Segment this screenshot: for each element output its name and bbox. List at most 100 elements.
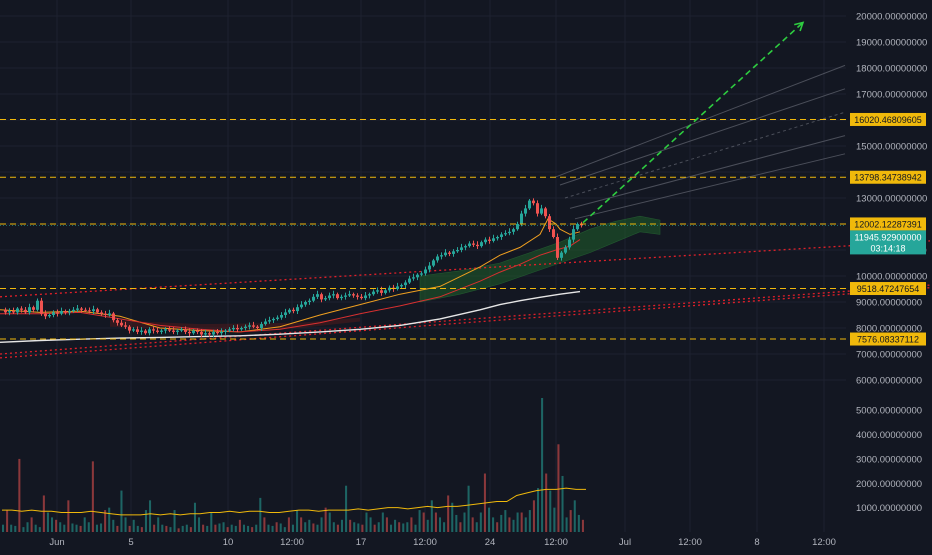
candle[interactable] — [200, 329, 203, 338]
candle[interactable] — [268, 316, 271, 324]
candle[interactable] — [132, 327, 135, 333]
candle[interactable] — [496, 235, 499, 241]
candle[interactable] — [48, 313, 51, 318]
pitchfork-line[interactable] — [559, 88, 846, 186]
candle[interactable] — [552, 226, 555, 239]
candle[interactable] — [440, 252, 443, 260]
support-channel[interactable] — [0, 240, 931, 359]
candle[interactable] — [180, 327, 183, 333]
channel-line[interactable] — [0, 284, 931, 355]
candle[interactable] — [284, 308, 287, 318]
candle[interactable] — [484, 237, 487, 245]
candle[interactable] — [492, 234, 495, 243]
channel-line[interactable] — [0, 240, 931, 298]
candles[interactable] — [4, 198, 583, 338]
candle[interactable] — [148, 327, 151, 336]
candle[interactable] — [452, 249, 455, 257]
candle[interactable] — [8, 308, 11, 316]
forecast-arrow-head[interactable] — [794, 21, 805, 32]
candle[interactable] — [228, 327, 231, 333]
candle[interactable] — [308, 298, 311, 305]
candle[interactable] — [240, 326, 243, 331]
candle[interactable] — [4, 307, 7, 315]
candle[interactable] — [264, 318, 267, 326]
candle[interactable] — [280, 312, 283, 320]
pitchfork-line[interactable] — [569, 135, 846, 209]
candle[interactable] — [368, 292, 371, 299]
candle[interactable] — [572, 225, 575, 243]
candle[interactable] — [544, 206, 547, 219]
candle[interactable] — [344, 292, 347, 300]
time-axis[interactable]: Jun 5 10 12:00 17 12:00 24 12:00 Jul 12:00 8 12:00 — [49, 537, 836, 548]
candle[interactable] — [136, 326, 139, 335]
candle[interactable] — [560, 251, 563, 261]
candle[interactable] — [272, 317, 275, 324]
candle[interactable] — [140, 327, 143, 335]
candle[interactable] — [248, 322, 251, 330]
candle[interactable] — [436, 254, 439, 263]
candle[interactable] — [52, 310, 55, 318]
candle[interactable] — [256, 325, 259, 331]
candle[interactable] — [120, 319, 123, 327]
candle[interactable] — [292, 307, 295, 314]
candle[interactable] — [396, 282, 399, 291]
candle[interactable] — [72, 306, 75, 313]
candle[interactable] — [76, 304, 79, 313]
candle[interactable] — [176, 329, 179, 335]
candle[interactable] — [424, 266, 427, 276]
candle[interactable] — [568, 236, 571, 250]
candle[interactable] — [232, 325, 235, 332]
candle[interactable] — [56, 309, 59, 317]
candle[interactable] — [556, 233, 559, 261]
candle[interactable] — [404, 280, 407, 288]
candle[interactable] — [28, 303, 31, 315]
candle[interactable] — [540, 204, 543, 216]
candle[interactable] — [296, 304, 299, 314]
candle[interactable] — [244, 324, 247, 331]
candle[interactable] — [448, 251, 451, 257]
candle[interactable] — [312, 293, 315, 303]
candle[interactable] — [460, 243, 463, 253]
candle[interactable] — [512, 227, 515, 235]
pitchfork-line[interactable] — [564, 111, 846, 199]
candle[interactable] — [164, 327, 167, 334]
pitchfork-line[interactable] — [574, 153, 846, 220]
pitchfork-line[interactable] — [554, 64, 846, 178]
candle[interactable] — [408, 275, 411, 285]
candle[interactable] — [364, 291, 367, 301]
candle[interactable] — [328, 292, 331, 301]
candle[interactable] — [184, 326, 187, 335]
current-price-tag[interactable] — [850, 230, 926, 255]
candle[interactable] — [416, 273, 419, 281]
candle[interactable] — [480, 240, 483, 248]
candle[interactable] — [504, 230, 507, 236]
candle[interactable] — [488, 236, 491, 244]
candle[interactable] — [472, 240, 475, 248]
candle[interactable] — [304, 300, 307, 307]
candle[interactable] — [12, 307, 15, 314]
candle[interactable] — [92, 305, 95, 314]
candle[interactable] — [456, 247, 459, 253]
candle[interactable] — [476, 241, 479, 249]
pitchfork-lines[interactable] — [554, 64, 846, 220]
candle[interactable] — [160, 329, 163, 335]
candle[interactable] — [260, 321, 263, 331]
candle[interactable] — [32, 305, 35, 313]
candle[interactable] — [96, 307, 99, 314]
forecast-arrow-line[interactable] — [582, 21, 804, 224]
candle[interactable] — [580, 221, 583, 228]
candle[interactable] — [124, 321, 127, 329]
candle[interactable] — [144, 329, 147, 335]
candle[interactable] — [464, 244, 467, 251]
price-axis[interactable]: 1000.00000000 2000.00000000 3000.00000000 4… — [0, 12, 927, 515]
candle[interactable] — [224, 329, 227, 335]
candle[interactable] — [528, 199, 531, 210]
candle[interactable] — [376, 287, 379, 294]
candle[interactable] — [340, 294, 343, 301]
candle[interactable] — [188, 328, 191, 337]
candle[interactable] — [524, 204, 527, 217]
candle[interactable] — [468, 241, 471, 248]
candle[interactable] — [300, 301, 303, 309]
